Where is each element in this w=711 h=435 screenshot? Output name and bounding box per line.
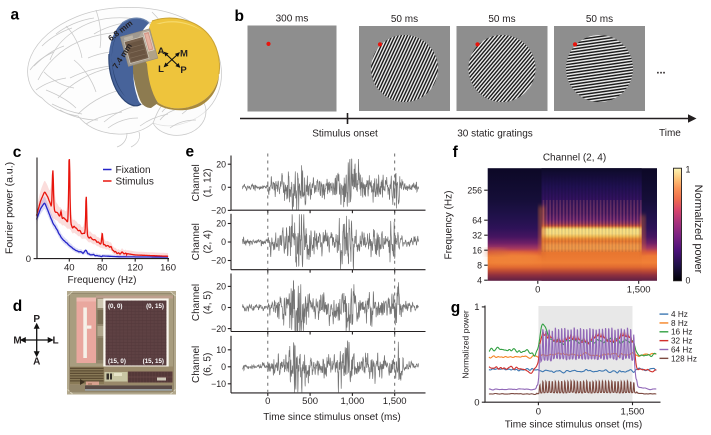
svg-text:50 ms: 50 ms	[586, 14, 613, 25]
svg-text:d: d	[13, 298, 22, 315]
svg-text:Frequency (Hz): Frequency (Hz)	[68, 275, 137, 286]
svg-text:(15, 0): (15, 0)	[108, 358, 126, 365]
svg-text:f: f	[453, 144, 459, 161]
svg-text:1,000: 1,000	[341, 396, 365, 407]
svg-text:(15, 15): (15, 15)	[143, 358, 164, 365]
svg-text:1: 1	[474, 302, 479, 313]
svg-text:20: 20	[216, 159, 226, 169]
svg-text:Time: Time	[659, 128, 681, 139]
svg-text:40: 40	[64, 263, 75, 274]
svg-text:50 ms: 50 ms	[488, 14, 515, 25]
svg-text:30 static gratings: 30 static gratings	[457, 129, 533, 140]
svg-text:1: 1	[686, 165, 691, 175]
svg-text:20: 20	[216, 219, 226, 229]
svg-text:...: ...	[656, 65, 665, 77]
svg-text:1,500: 1,500	[383, 396, 407, 407]
svg-text:g: g	[451, 300, 460, 317]
svg-text:300 ms: 300 ms	[276, 14, 309, 25]
svg-text:64 Hz: 64 Hz	[671, 345, 692, 354]
svg-text:L: L	[52, 336, 58, 347]
svg-text:Normalized power: Normalized power	[692, 185, 704, 274]
svg-text:20: 20	[216, 282, 226, 292]
svg-text:64: 64	[472, 215, 482, 225]
svg-text:Channel (2, 4): Channel (2, 4)	[543, 153, 606, 164]
svg-text:−20: −20	[211, 256, 226, 266]
svg-text:0: 0	[535, 285, 540, 296]
svg-text:P: P	[33, 314, 40, 325]
svg-text:120: 120	[127, 263, 143, 274]
svg-text:8 Hz: 8 Hz	[671, 319, 688, 328]
svg-text:32 Hz: 32 Hz	[671, 337, 692, 346]
svg-text:(6, 5): (6, 5)	[203, 353, 214, 376]
svg-text:0: 0	[221, 362, 226, 372]
svg-text:P: P	[180, 65, 187, 76]
svg-text:0: 0	[265, 396, 270, 407]
svg-text:4: 4	[477, 275, 482, 285]
svg-text:8: 8	[477, 260, 482, 270]
svg-text:1,500: 1,500	[627, 285, 651, 296]
svg-text:80: 80	[97, 263, 108, 274]
svg-text:128 Hz: 128 Hz	[671, 354, 697, 363]
svg-text:0: 0	[536, 407, 541, 418]
svg-text:50 ms: 50 ms	[391, 14, 418, 25]
svg-text:Channel: Channel	[191, 346, 202, 383]
svg-text:e: e	[186, 143, 195, 160]
svg-text:1,500: 1,500	[621, 407, 645, 418]
svg-text:(2, 4): (2, 4)	[203, 230, 214, 253]
svg-text:Fourier power (a.u.): Fourier power (a.u.)	[4, 162, 16, 254]
svg-text:Normalized power: Normalized power	[461, 310, 471, 379]
svg-text:M: M	[180, 49, 188, 60]
svg-text:0: 0	[26, 254, 31, 265]
svg-text:c: c	[13, 144, 22, 161]
svg-text:0: 0	[221, 237, 226, 247]
svg-text:A: A	[158, 46, 165, 57]
svg-text:32: 32	[472, 230, 482, 240]
svg-text:0: 0	[221, 303, 226, 313]
svg-text:500: 500	[302, 396, 318, 407]
svg-text:(0, 15): (0, 15)	[146, 303, 164, 310]
svg-text:−20: −20	[211, 206, 226, 216]
svg-text:(1, 12): (1, 12)	[203, 168, 214, 197]
svg-text:0: 0	[686, 276, 691, 286]
svg-text:A: A	[33, 357, 40, 368]
svg-text:a: a	[11, 7, 20, 24]
svg-text:Fixation: Fixation	[116, 165, 151, 176]
svg-text:160: 160	[160, 263, 176, 274]
svg-text:b: b	[235, 8, 244, 25]
svg-text:Frequency (Hz): Frequency (Hz)	[444, 191, 455, 260]
svg-text:(4, 5): (4, 5)	[203, 291, 214, 314]
svg-text:Channel: Channel	[191, 223, 202, 260]
svg-text:10: 10	[216, 345, 226, 355]
svg-text:4 Hz: 4 Hz	[671, 310, 688, 319]
svg-text:M: M	[13, 336, 21, 347]
svg-text:16: 16	[472, 245, 482, 255]
svg-text:(0, 0): (0, 0)	[108, 303, 122, 310]
svg-text:Channel: Channel	[191, 164, 202, 201]
svg-text:Channel: Channel	[191, 284, 202, 321]
svg-text:Stimulus: Stimulus	[116, 177, 154, 188]
svg-text:0: 0	[474, 398, 479, 409]
svg-text:16 Hz: 16 Hz	[671, 328, 692, 337]
svg-text:Time since stimulus onset (ms): Time since stimulus onset (ms)	[263, 412, 400, 423]
svg-text:−20: −20	[211, 324, 226, 334]
svg-text:0: 0	[221, 183, 226, 193]
svg-text:L: L	[158, 64, 164, 75]
svg-text:Time since stimulus onset (ms): Time since stimulus onset (ms)	[505, 420, 642, 431]
svg-text:256: 256	[467, 185, 482, 195]
svg-text:Stimulus onset: Stimulus onset	[312, 129, 378, 140]
svg-text:−10: −10	[211, 379, 226, 389]
